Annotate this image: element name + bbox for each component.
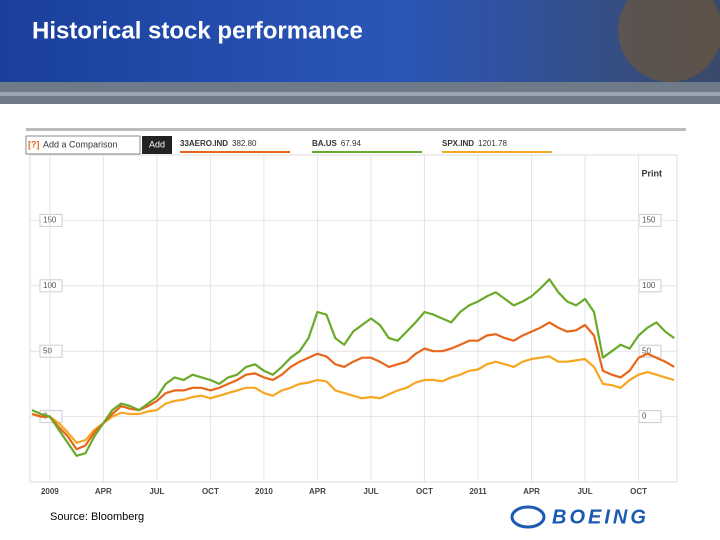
- legend-swatch: [180, 151, 290, 153]
- x-tick-label: APR: [95, 487, 112, 496]
- compare-input[interactable]: Add a Comparison: [43, 139, 118, 149]
- series-line: [31, 355, 675, 444]
- add-label[interactable]: Add: [149, 139, 165, 149]
- slide-title: Historical stock performance: [32, 17, 363, 44]
- legend-quote: 67.94: [341, 139, 362, 148]
- x-tick-label: 2009: [41, 487, 59, 496]
- x-tick-label: JUL: [149, 487, 164, 496]
- legend-name: BA.US: [312, 139, 338, 148]
- logo-emblem: [510, 505, 546, 529]
- tick-box: [39, 213, 63, 227]
- plot-frame: [29, 154, 678, 483]
- y-tick-label-right: 100: [642, 281, 656, 290]
- legend-name: 33AERO.IND: [180, 139, 228, 148]
- x-tick-label: JUL: [577, 487, 592, 496]
- legend-swatch: [442, 151, 552, 153]
- print-link[interactable]: Print: [641, 168, 662, 178]
- x-tick-label: JUL: [363, 487, 378, 496]
- y-tick-label: 50: [43, 346, 52, 355]
- legend-quote: 382.80: [232, 139, 257, 148]
- tick-box: [39, 279, 63, 293]
- y-tick-label-right: 0: [642, 412, 647, 421]
- legend-quote: 1201.78: [478, 139, 507, 148]
- legend-name: SPX.IND: [442, 139, 474, 148]
- x-tick-label: OCT: [202, 487, 219, 496]
- y-tick-label-right: 50: [642, 346, 651, 355]
- compare-box[interactable]: [25, 135, 141, 155]
- logo-wordmark: BOEING: [552, 506, 649, 528]
- toolbar-rule: [26, 128, 686, 131]
- x-tick-label: APR: [309, 487, 326, 496]
- y-tick-label-right: 150: [642, 216, 656, 225]
- legend-swatch: [312, 151, 422, 153]
- help-icon[interactable]: [?]: [28, 139, 40, 149]
- header-banner: [0, 0, 720, 82]
- series-line: [31, 321, 675, 451]
- header-stripe: [0, 92, 720, 96]
- x-tick-label: APR: [523, 487, 540, 496]
- series-line: [31, 278, 675, 457]
- globe-image: [618, 0, 720, 82]
- x-tick-label: OCT: [630, 487, 647, 496]
- tick-box: [39, 344, 63, 358]
- x-tick-label: OCT: [416, 487, 433, 496]
- source-note: Source: Bloomberg: [50, 511, 144, 523]
- x-tick-label: 2010: [255, 487, 273, 496]
- add-button[interactable]: [142, 136, 172, 154]
- x-tick-label: 2011: [469, 487, 487, 496]
